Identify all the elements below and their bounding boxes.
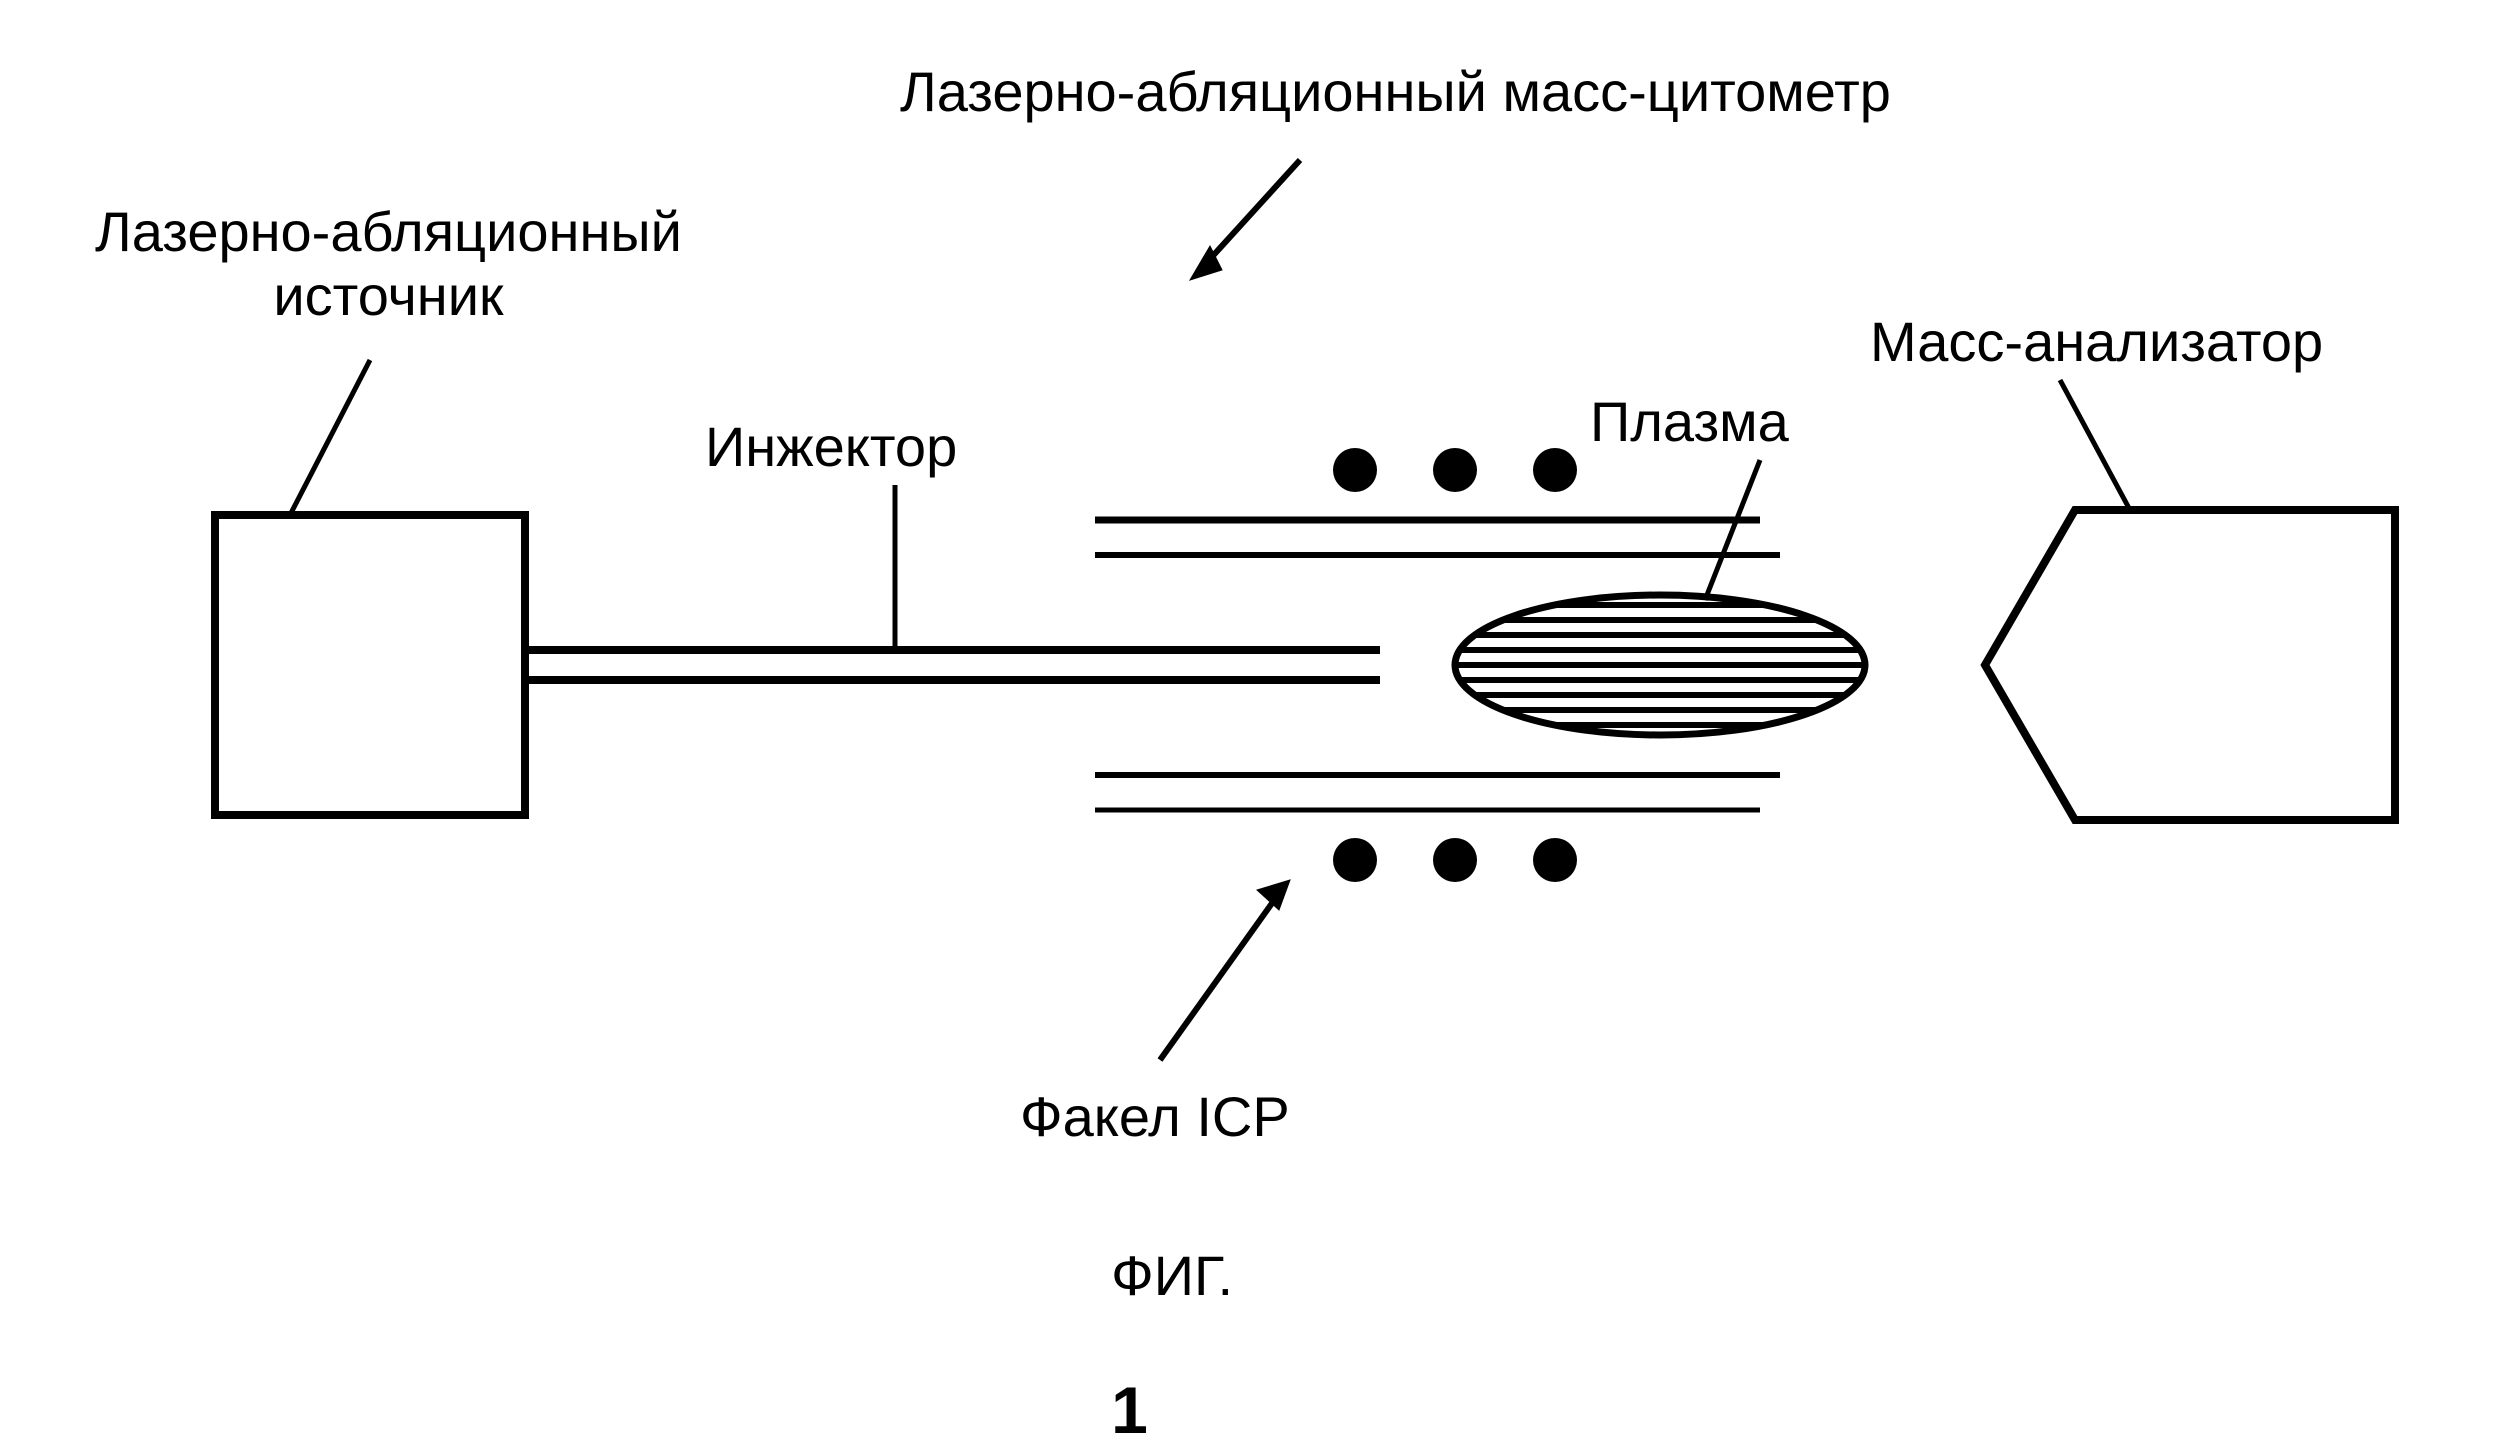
coil-dot <box>1333 838 1377 882</box>
analyzer-shape <box>1985 510 2395 820</box>
source-leader <box>290 360 370 515</box>
source-label: Лазерно-абляционный источник <box>95 200 682 329</box>
torch-arrow <box>1160 880 1290 1060</box>
torch-label: Факел ICP <box>1020 1085 1290 1149</box>
caption-number: 1 <box>1111 1373 1148 1447</box>
analyzer-leader <box>2060 380 2130 510</box>
coil-dot <box>1533 838 1577 882</box>
coil-dot <box>1533 448 1577 492</box>
source-box <box>215 515 525 815</box>
plasma-leader <box>1705 460 1760 600</box>
coil-dot <box>1433 838 1477 882</box>
analyzer-label: Масс-анализатор <box>1870 310 2323 374</box>
title-arrow <box>1190 160 1300 280</box>
figure-title: Лазерно-абляционный масс-цитометр <box>900 60 1891 124</box>
coil-dot <box>1433 448 1477 492</box>
figure-canvas: { "figure": { "title": "Лазерно-абляцион… <box>0 0 2517 1278</box>
caption-prefix: ФИГ. <box>1111 1244 1233 1307</box>
injector-label: Инжектор <box>705 415 957 479</box>
coil-dot <box>1333 448 1377 492</box>
plasma-shape <box>1450 590 1870 740</box>
plasma-label: Плазма <box>1590 390 1789 454</box>
figure-caption: ФИГ. 1 <box>1080 1180 1233 1449</box>
